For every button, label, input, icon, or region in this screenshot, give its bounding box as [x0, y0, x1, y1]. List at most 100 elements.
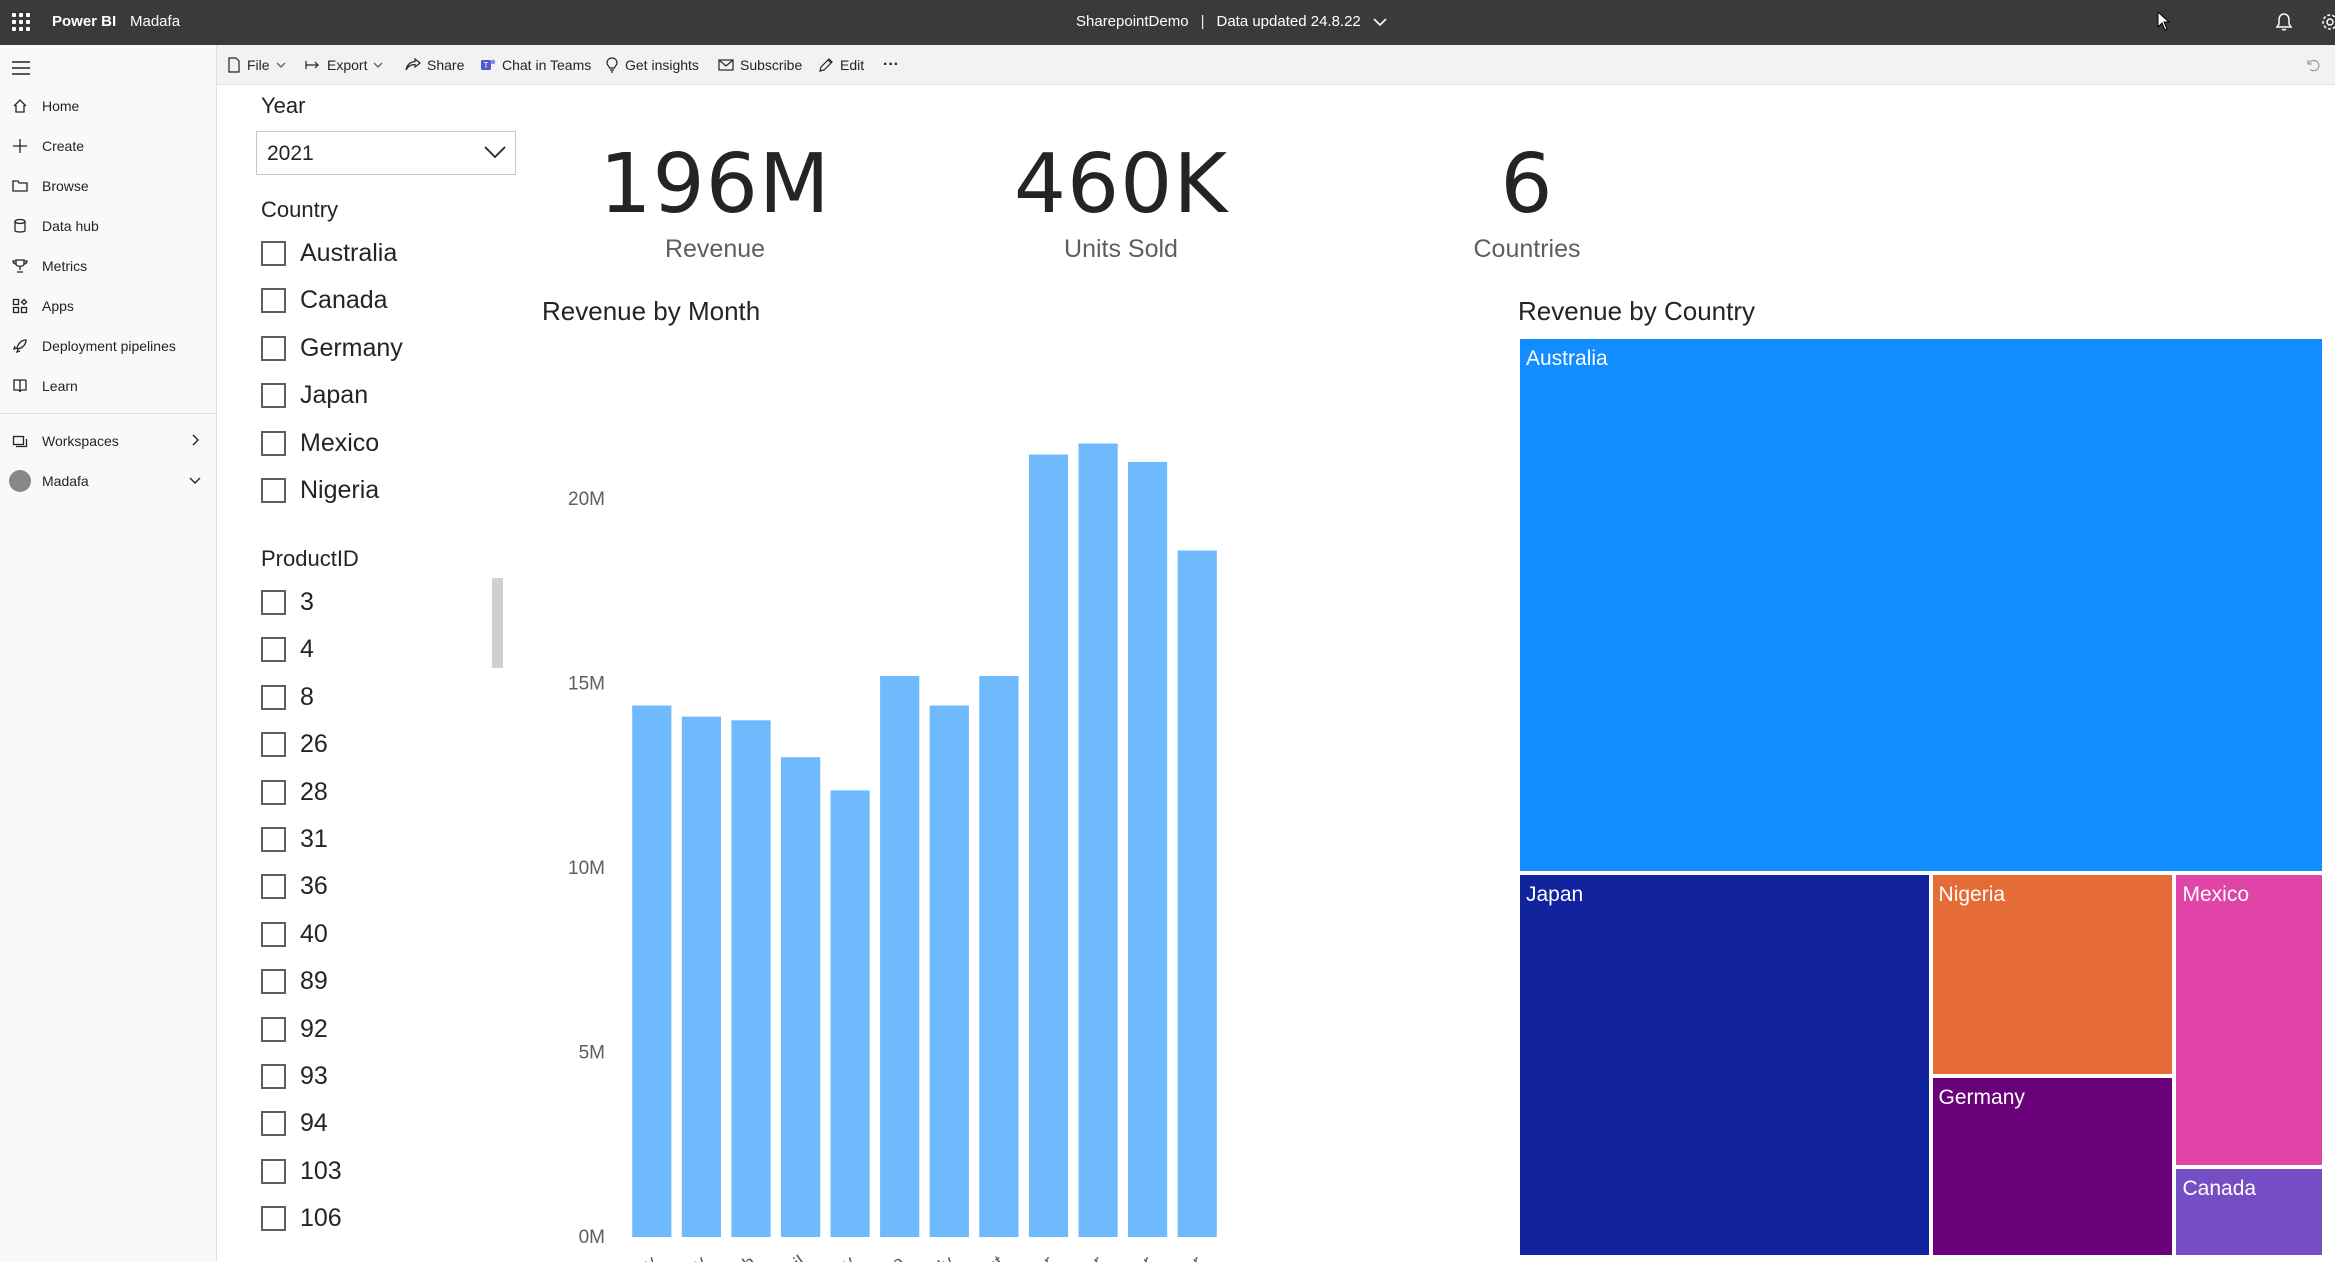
product-option[interactable]: 3	[261, 587, 314, 617]
bar-september[interactable]	[1028, 454, 1069, 1238]
file-menu-button[interactable]: File	[227, 45, 292, 85]
checkbox[interactable]	[261, 636, 286, 662]
revenue-by-country-treemap[interactable]: Australia Japan Nigeria Germany Mexico Canada	[1518, 337, 2324, 1257]
checkbox[interactable]	[261, 684, 286, 710]
sidebar-item-learn[interactable]: Learn	[0, 366, 216, 406]
treemap-tile-mexico[interactable]: Mexico	[2174, 872, 2324, 1168]
sidebar-item-workspaces[interactable]: Workspaces	[0, 421, 216, 461]
gear-icon[interactable]	[2320, 12, 2335, 32]
chat-label: Chat in Teams	[502, 57, 592, 73]
sidebar-item-create[interactable]: Create	[0, 126, 216, 166]
country-option[interactable]: Nigeria	[261, 475, 379, 505]
treemap-tile-nigeria[interactable]: Nigeria	[1930, 872, 2175, 1077]
product-option[interactable]: 40	[261, 919, 328, 949]
kpi-card-revenue[interactable]: 196M Revenue	[565, 137, 865, 264]
bar-march[interactable]	[731, 720, 771, 1237]
workspace-breadcrumb[interactable]: Madafa	[130, 13, 181, 30]
sidebar-item-current-workspace[interactable]: Madafa	[0, 461, 216, 501]
kpi-card-countries[interactable]: 6 Countries	[1377, 137, 1677, 264]
country-option[interactable]: Germany	[261, 333, 403, 363]
product-option[interactable]: 4	[261, 634, 314, 664]
app-launcher-icon[interactable]	[10, 11, 32, 33]
product-option[interactable]: 92	[261, 1014, 328, 1044]
sidebar-item-home[interactable]: Home	[0, 86, 216, 126]
sidebar-item-metrics[interactable]: Metrics	[0, 246, 216, 286]
sidebar-item-deployment-pipelines[interactable]: Deployment pipelines	[0, 326, 216, 366]
checkbox[interactable]	[261, 873, 286, 899]
sidebar-item-apps[interactable]: Apps	[0, 286, 216, 326]
checkbox[interactable]	[261, 921, 286, 947]
bar-january[interactable]	[632, 705, 672, 1238]
nav-divider	[0, 413, 216, 414]
checkbox[interactable]	[261, 826, 286, 852]
more-options-button[interactable]: ···	[883, 56, 899, 73]
get-insights-button[interactable]: Get insights	[605, 45, 699, 85]
sidebar-item-browse[interactable]: Browse	[0, 166, 216, 206]
sidebar-item-data-hub[interactable]: Data hub	[0, 206, 216, 246]
checkbox[interactable]	[261, 731, 286, 757]
treemap-tile-australia[interactable]: Australia	[1518, 337, 2324, 873]
product-option[interactable]: 36	[261, 871, 328, 901]
product-option[interactable]: 93	[261, 1061, 328, 1091]
bar-october[interactable]	[1078, 443, 1118, 1238]
checkbox[interactable]	[261, 1158, 286, 1184]
checkbox[interactable]	[261, 1016, 286, 1042]
share-button[interactable]: Share	[405, 45, 464, 85]
bar-november[interactable]	[1128, 461, 1168, 1237]
bar-december[interactable]	[1177, 550, 1217, 1238]
chevron-down-icon[interactable]	[1373, 17, 1387, 27]
checkbox[interactable]	[261, 382, 286, 408]
checkbox[interactable]	[261, 589, 286, 615]
export-menu-button[interactable]: Export	[305, 45, 389, 85]
country-option[interactable]: Japan	[261, 380, 368, 410]
bar-april[interactable]	[781, 757, 821, 1237]
bar-june[interactable]	[880, 676, 920, 1237]
checkbox[interactable]	[261, 1205, 286, 1231]
subscribe-button[interactable]: Subscribe	[718, 45, 802, 85]
country-option[interactable]: Mexico	[261, 428, 379, 458]
product-option-label: 40	[300, 919, 328, 948]
product-option[interactable]: 31	[261, 824, 328, 854]
chevron-down-icon	[276, 62, 286, 68]
bar-february[interactable]	[681, 716, 721, 1237]
product-option[interactable]: 106	[261, 1203, 342, 1233]
chat-in-teams-button[interactable]: T Chat in Teams	[480, 45, 591, 85]
product-option[interactable]: 94	[261, 1108, 328, 1138]
checkbox[interactable]	[261, 287, 286, 313]
bar-august[interactable]	[979, 676, 1019, 1237]
product-option[interactable]: 8	[261, 682, 314, 712]
checkbox[interactable]	[261, 779, 286, 805]
subscribe-label: Subscribe	[740, 57, 803, 73]
kpi-card-units-sold[interactable]: 460K Units Sold	[971, 137, 1271, 264]
country-option[interactable]: Canada	[261, 285, 388, 315]
reset-icon[interactable]	[2305, 57, 2321, 73]
year-dropdown[interactable]: 2021	[256, 131, 516, 175]
bell-icon[interactable]	[2275, 12, 2293, 32]
product-option[interactable]: 103	[261, 1156, 342, 1186]
bar-july[interactable]	[929, 705, 969, 1238]
checkbox[interactable]	[261, 968, 286, 994]
product-option[interactable]: 26	[261, 729, 328, 759]
chevron-right-icon[interactable]	[188, 433, 202, 447]
brand-name[interactable]: Power BI	[52, 13, 117, 30]
revenue-by-month-chart[interactable]: 0M5M10M15M20MJanuaryFebruaryMarchAprilMa…	[517, 385, 1237, 1262]
chevron-down-icon[interactable]	[188, 473, 202, 487]
edit-button[interactable]: Edit	[818, 45, 864, 85]
product-option[interactable]: 28	[261, 777, 328, 807]
country-option[interactable]: Australia	[261, 238, 397, 268]
checkbox[interactable]	[261, 240, 286, 266]
product-option[interactable]: 89	[261, 966, 328, 996]
checkbox[interactable]	[261, 477, 286, 503]
checkbox[interactable]	[261, 1110, 286, 1136]
hamburger-menu-icon[interactable]	[12, 61, 30, 75]
mail-icon	[718, 59, 734, 71]
checkbox[interactable]	[261, 430, 286, 456]
report-header[interactable]: SharepointDemo | Data updated 24.8.22	[1076, 13, 1387, 30]
checkbox[interactable]	[261, 1063, 286, 1089]
product-slicer-scrollbar[interactable]	[492, 578, 503, 668]
treemap-tile-japan[interactable]: Japan	[1518, 872, 1931, 1257]
bar-may[interactable]	[830, 790, 870, 1237]
checkbox[interactable]	[261, 335, 286, 361]
treemap-tile-germany[interactable]: Germany	[1930, 1076, 2175, 1257]
treemap-tile-canada[interactable]: Canada	[2174, 1167, 2324, 1257]
